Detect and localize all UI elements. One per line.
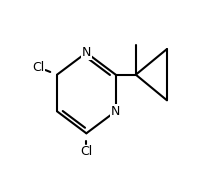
Text: N: N: [82, 46, 91, 59]
Text: N: N: [111, 105, 120, 118]
Text: Cl: Cl: [32, 61, 45, 74]
Text: Cl: Cl: [80, 145, 93, 158]
